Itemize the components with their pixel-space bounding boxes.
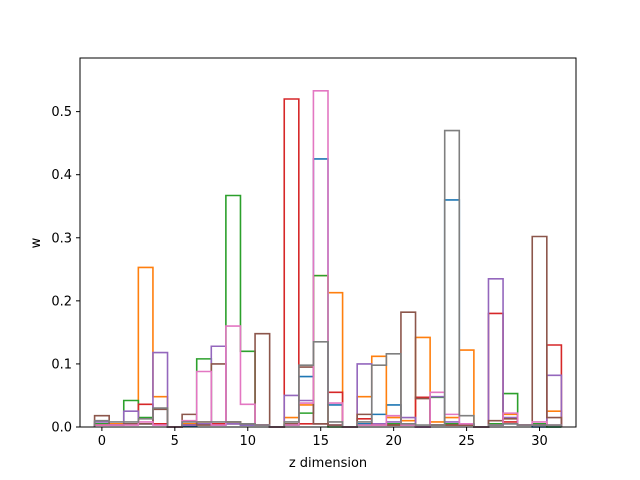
x-axis-label: z dimension — [289, 456, 367, 471]
y-tick-label: 0.5 — [51, 105, 72, 120]
axes: 0 5 10 15 20 25 30 0.0 0.1 0.2 0.3 0.4 0.5 — [51, 57, 577, 449]
axes-frame — [79, 57, 577, 428]
x-tick-label: 30 — [531, 434, 548, 449]
y-tick-label: 0.2 — [51, 294, 72, 309]
x-tick-label: 5 — [171, 434, 179, 449]
x-tick-label: 10 — [239, 434, 256, 449]
y-tick-label: 0.0 — [51, 421, 72, 436]
x-tick-label: 15 — [312, 434, 329, 449]
y-tick-label: 0.1 — [51, 357, 72, 372]
y-tick-label: 0.4 — [51, 168, 72, 183]
x-tick-label: 20 — [385, 434, 402, 449]
y-tick-label: 0.3 — [51, 231, 72, 246]
y-axis-label: w — [29, 237, 44, 248]
x-tick-label: 0 — [98, 434, 106, 449]
x-tick-label: 25 — [458, 434, 475, 449]
